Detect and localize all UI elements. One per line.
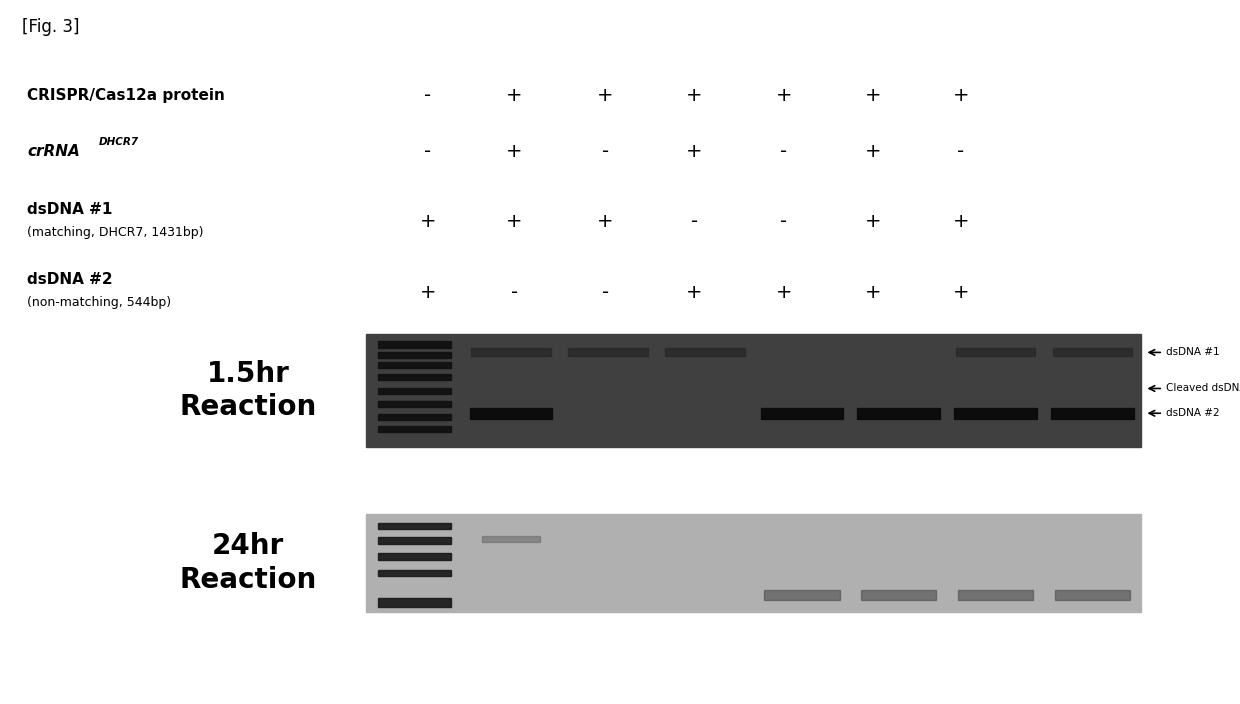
Bar — [378, 341, 450, 348]
Bar — [665, 348, 744, 356]
Text: +: + — [864, 86, 882, 104]
Text: -: - — [780, 142, 787, 161]
Bar — [957, 590, 1033, 600]
Text: +: + — [864, 213, 882, 231]
Bar — [378, 362, 450, 368]
Text: DHCR7: DHCR7 — [99, 137, 139, 147]
Text: +: + — [864, 283, 882, 301]
Bar — [366, 334, 1141, 447]
Bar — [366, 514, 1141, 612]
Bar — [378, 401, 450, 408]
Bar — [378, 426, 450, 432]
Bar — [378, 553, 450, 560]
Bar — [378, 388, 450, 394]
Text: -: - — [511, 283, 518, 301]
Bar — [378, 537, 450, 543]
Bar — [857, 408, 940, 419]
Bar — [1053, 348, 1132, 356]
Text: +: + — [686, 142, 703, 161]
Text: -: - — [780, 213, 787, 231]
Text: -: - — [691, 213, 698, 231]
Text: Cleaved dsDNA #1: Cleaved dsDNA #1 — [1166, 384, 1240, 394]
Text: +: + — [596, 213, 614, 231]
Bar — [378, 570, 450, 577]
Text: [Fig. 3]: [Fig. 3] — [22, 18, 79, 36]
Text: 24hr
Reaction: 24hr Reaction — [180, 532, 316, 594]
Text: +: + — [419, 283, 436, 301]
Bar — [482, 536, 541, 541]
Text: +: + — [506, 86, 523, 104]
Bar — [1052, 408, 1133, 419]
Bar — [378, 413, 450, 420]
Text: -: - — [424, 142, 432, 161]
Text: (non-matching, 544bp): (non-matching, 544bp) — [27, 296, 171, 309]
Text: +: + — [596, 86, 614, 104]
Bar — [471, 348, 551, 356]
Text: +: + — [419, 213, 436, 231]
Bar — [568, 348, 647, 356]
Text: dsDNA #2: dsDNA #2 — [1166, 408, 1219, 418]
Bar — [1054, 590, 1130, 600]
Bar — [955, 408, 1037, 419]
Bar — [378, 522, 450, 529]
Text: +: + — [506, 213, 523, 231]
Text: dsDNA #1: dsDNA #1 — [1166, 347, 1219, 358]
Text: +: + — [686, 283, 703, 301]
Text: -: - — [424, 86, 432, 104]
Text: +: + — [775, 86, 792, 104]
Text: dsDNA #2: dsDNA #2 — [27, 272, 113, 287]
Bar — [378, 598, 450, 607]
Text: (matching, DHCR7, 1431bp): (matching, DHCR7, 1431bp) — [27, 226, 203, 239]
Bar — [378, 374, 450, 380]
Text: -: - — [601, 142, 609, 161]
Text: +: + — [864, 142, 882, 161]
Text: -: - — [957, 142, 965, 161]
Bar — [861, 590, 936, 600]
Text: +: + — [952, 86, 970, 104]
Bar — [470, 408, 552, 419]
Text: +: + — [686, 86, 703, 104]
Text: -: - — [601, 283, 609, 301]
Text: +: + — [775, 283, 792, 301]
Bar — [764, 590, 839, 600]
Bar — [956, 348, 1035, 356]
Text: +: + — [952, 283, 970, 301]
Text: +: + — [952, 213, 970, 231]
Bar — [378, 351, 450, 358]
Text: 1.5hr
Reaction: 1.5hr Reaction — [180, 360, 316, 422]
Bar — [760, 408, 843, 419]
Text: CRISPR/Cas12a protein: CRISPR/Cas12a protein — [27, 87, 226, 103]
Text: +: + — [506, 142, 523, 161]
Text: dsDNA #1: dsDNA #1 — [27, 201, 113, 217]
Text: crRNA: crRNA — [27, 144, 81, 159]
